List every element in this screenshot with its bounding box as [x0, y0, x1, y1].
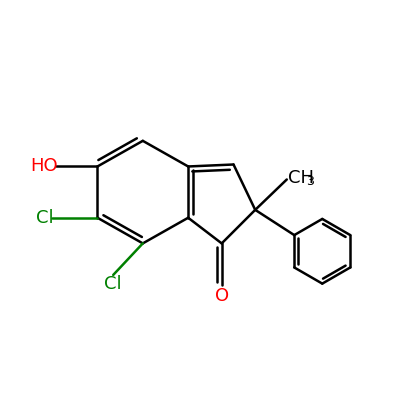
Text: CH: CH [288, 169, 314, 187]
Text: O: O [215, 287, 229, 305]
Text: HO: HO [30, 158, 58, 176]
Text: Cl: Cl [104, 275, 122, 293]
Text: 3: 3 [306, 175, 314, 188]
Text: Cl: Cl [36, 209, 54, 227]
